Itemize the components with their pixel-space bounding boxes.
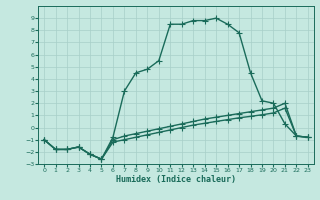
X-axis label: Humidex (Indice chaleur): Humidex (Indice chaleur) [116,175,236,184]
